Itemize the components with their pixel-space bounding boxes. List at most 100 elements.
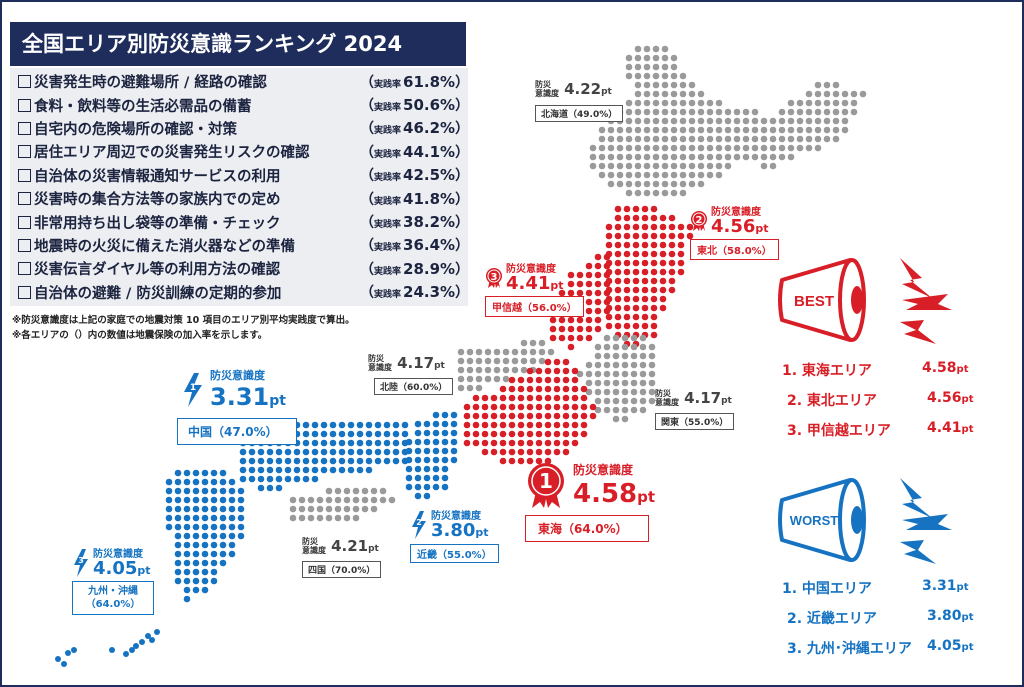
best-megaphone-icon: BEST [778,258,952,344]
region-label-koshinetsu: 3 防災意識度 4.41pt 甲信越（56.0%） [485,263,584,317]
lightning-2-icon: 2 [412,511,426,539]
tohoku-name: 東北（58.0%） [690,239,779,260]
region-label-shikoku: 防災 意識度 4.21pt 四国（70.0%） [302,535,382,578]
best-rank-item: 3. 甲信越エリア 4.41pt [787,420,974,440]
region-label-tokai: 1 防災意識度 4.58pt 東海（64.0%） [525,460,655,542]
rank-label: 2. 近畿エリア [787,611,877,627]
checklist-label: 食料・飲料等の生活必需品の備蓄 [34,98,252,115]
keyword-stacked: 防災 意識度 [535,79,559,98]
worst-rank-item: 1. 中国エリア 3.31pt [782,578,969,598]
tohoku-score: 4.56 [711,216,756,237]
checklist-row: 地震時の火災に備えた消火器などの準備 （実践率 36.4%） [18,234,470,257]
kyushu-score: 4.05 [93,558,138,579]
tokai-name: 東海（64.0%） [525,515,649,542]
lightning-1-icon: 1 [184,373,202,407]
koshinetsu-rank: 3 [491,272,498,283]
region-label-kyushu: 3 防災意識度 4.05pt 九州・沖縄 （64.0%） [72,548,154,615]
checkbox-icon [18,98,31,112]
page-title: 全国エリア別防災意識ランキング 2024 [10,22,466,66]
best-heading: BEST [794,293,834,310]
checkbox-icon [18,168,31,182]
region-label-kinki: 2 防災意識度 3.80pt 近畿（55.0%） [410,510,499,563]
checkbox-icon [18,238,31,252]
region-label-tohoku: 2 防災意識度 4.56pt 東北（58.0%） [690,206,779,260]
region-label-chugoku: 1 防災意識度 3.31pt 中国（47.0%） [177,367,297,445]
checklist-row: 災害時の集合方法等の家族内での定め （実践率 41.8%） [18,187,470,210]
kinki-score: 3.80 [431,520,476,541]
worst-heading: WORST [790,513,838,528]
checkbox-icon [18,285,31,299]
tokai-rank: 1 [539,469,553,493]
checklist-rate: （実践率 28.9%） [360,259,470,278]
chugoku-rank: 1 [190,383,196,393]
checkbox-icon [18,262,31,276]
checklist-label: 災害時の集合方法等の家族内での定め [34,192,281,209]
checklist-label: 居住エリア周辺での災害発生リスクの確認 [34,145,310,162]
rank-label: 1. 中国エリア [782,581,872,597]
checklist-label: 非常用持ち出し袋等の準備・チェック [34,215,281,232]
note-1: ※防災意識度は上記の家庭での地震対策 10 項目のエリア別平均実践度で算出。 [12,315,355,326]
checkbox-icon [18,192,31,206]
kyushu-rank: 3 [78,556,84,565]
best-rank-item: 1. 東海エリア 4.58pt [782,360,969,380]
checklist-rate: （実践率 38.2%） [360,213,470,232]
checklist-rate: （実践率 36.4%） [360,236,470,255]
checkbox-icon [18,121,31,135]
checklist-rate: （実践率 46.2%） [360,119,470,138]
kinki-name: 近畿（55.0%） [410,544,499,563]
checklist-row: 災害発生時の避難場所 / 経路の確認 （実践率 61.8%） [18,70,470,93]
rank-value: 4.41pt [927,420,974,436]
rank-label: 2. 東北エリア [787,393,877,409]
rank-value: 3.80pt [927,608,974,624]
rank-value: 3.31pt [922,578,969,594]
footnotes: ※防災意識度は上記の家庭での地震対策 10 項目のエリア別平均実践度で算出。 ※… [12,313,355,343]
kinki-rank: 2 [416,518,422,527]
checklist-label: 自宅内の危険場所の確認・対策 [34,121,237,138]
checklist-panel: 災害発生時の避難場所 / 経路の確認 （実践率 61.8%） 食料・飲料等の生活必需品… [10,68,470,306]
checklist-row: 災害伝言ダイヤル等の利用方法の確認 （実践率 28.9%） [18,257,470,280]
hokuriku-name: 北陸（60.0%） [374,377,454,395]
rank-label: 1. 東海エリア [782,363,872,379]
rank-value: 4.58pt [922,360,969,376]
koshinetsu-name: 甲信越（56.0%） [485,296,584,317]
worst-rank-item: 3. 九州･沖縄エリア 4.05pt [787,638,974,658]
tokai-score: 4.58 [573,479,638,509]
hokuriku-score: 4.17 [397,353,435,372]
region-label-hokuriku: 防災 意識度 4.17pt 北陸（60.0%） [368,352,454,395]
checklist-row: 食料・飲料等の生活必需品の備蓄 （実践率 50.6%） [18,93,470,116]
checklist-rate: （実践率 41.8%） [360,189,470,208]
checklist-rate: （実践率 24.3%） [360,283,470,302]
checklist-rate: （実践率 50.6%） [360,96,470,115]
checklist-label: 災害発生時の避難場所 / 経路の確認 [34,75,267,92]
checklist-rate: （実践率 61.8%） [360,72,470,91]
checkbox-icon [18,75,31,89]
checklist-rate: （実践率 42.5%） [360,166,470,185]
checklist-row: 自治体の災害情報通知サービスの利用 （実践率 42.5%） [18,164,470,187]
kyushu-name: 九州・沖縄 （64.0%） [72,581,154,615]
rank-value: 4.56pt [927,390,974,406]
koshinetsu-score: 4.41 [506,273,551,294]
medal-1-icon: 1 [528,462,564,508]
checklist-label: 地震時の火災に備えた消火器などの準備 [34,238,295,255]
checklist-row: 居住エリア周辺での災害発生リスクの確認 （実践率 44.1%） [18,140,470,163]
rank-label: 3. 九州･沖縄エリア [787,641,912,657]
checklist-row: 自宅内の危険場所の確認・対策 （実践率 46.2%） [18,117,470,140]
kanto-score: 4.17 [684,388,722,407]
lightning-3-icon: 3 [74,549,88,577]
checklist-row: 自治体の避難 / 防災訓練の定期的参加 （実践率 24.3%） [18,281,470,304]
keyword: 防災意識度 [711,207,761,218]
checkbox-icon [18,145,31,159]
unit: pt [601,86,612,97]
checklist-rate: （実践率 44.1%） [360,142,470,161]
chugoku-name: 中国（47.0%） [177,418,297,445]
tohoku-rank: 2 [696,215,703,226]
checklist-row: 非常用持ち出し袋等の準備・チェック （実践率 38.2%） [18,210,470,233]
checklist-label: 災害伝言ダイヤル等の利用方法の確認 [34,262,281,279]
chugoku-score: 3.31 [210,383,270,411]
hokkaido-name: 北海道（49.0%） [535,104,624,122]
note-2: ※各エリアの（）内の数値は地震保険の加入率を示します。 [12,330,268,341]
kanto-name: 関東（55.0%） [655,412,735,430]
worst-megaphone-icon: WORST [778,478,952,564]
